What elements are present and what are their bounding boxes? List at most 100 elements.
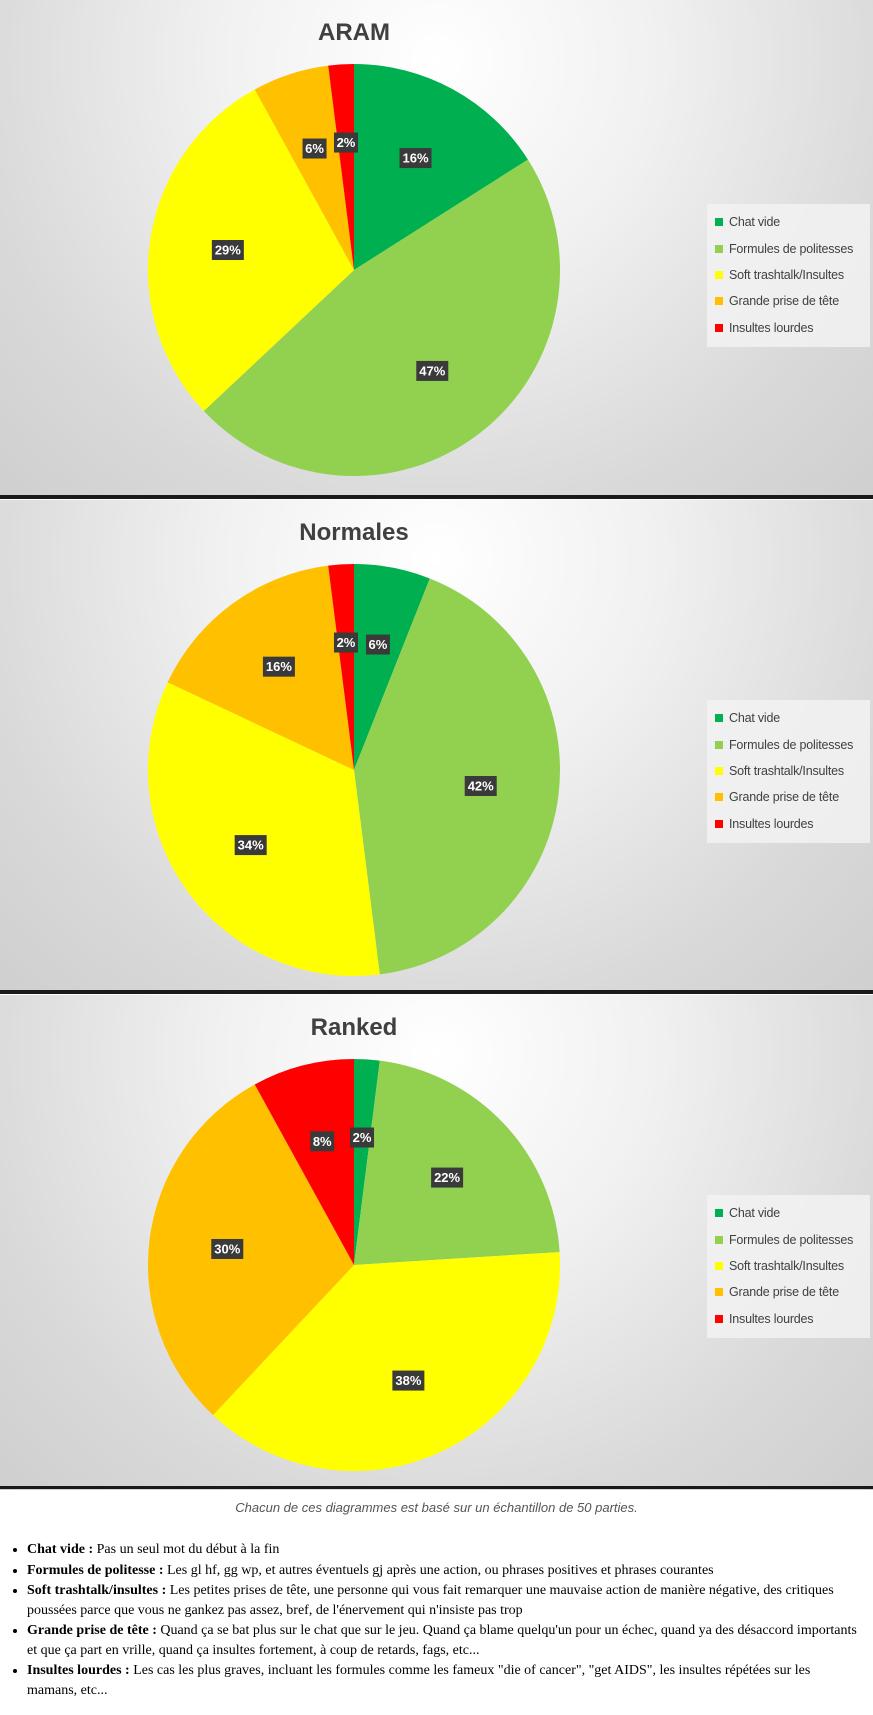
legend-swatch: [715, 714, 723, 723]
legend-label: Grande prise de tête: [729, 790, 839, 805]
legend-swatch: [715, 1288, 723, 1297]
pie-slice-formules-de-politesses: [354, 1060, 560, 1265]
data-label-box: [211, 240, 244, 261]
data-label-box: [464, 776, 497, 797]
legend-label: Soft trashtalk/Insultes: [729, 1258, 844, 1273]
data-label-box: [310, 1131, 335, 1152]
data-label-box: [211, 1238, 244, 1259]
data-label-box: [416, 360, 449, 381]
legend-item-formules-de-politesses: Formules de politesses: [715, 731, 870, 757]
data-label-box: [365, 634, 390, 655]
data-label-text: 16%: [266, 659, 292, 674]
data-label: 30%: [211, 1238, 244, 1259]
legend-label: Insultes lourdes: [729, 1311, 814, 1326]
data-label-text: 2%: [337, 135, 356, 150]
data-label-box: [262, 656, 295, 677]
definition-text: Quand ça se bat plus sur le chat que sur…: [27, 1623, 857, 1658]
pie-slice-chat-vide: [354, 1059, 380, 1265]
pie-chart-aram: ARAM 16% 47% 29% 6% 2%: [148, 19, 561, 477]
pie-slice-insultes-lourdes: [328, 564, 354, 770]
definition-term: Chat vide :: [27, 1542, 94, 1557]
data-label-box: [350, 1127, 375, 1148]
pie-slice-formules-de-politesses: [203, 159, 561, 477]
legend-swatch: [715, 323, 723, 332]
legend-swatch: [715, 1235, 723, 1244]
legend-item-formules-de-politesses: Formules de politesses: [715, 1226, 870, 1252]
legend-swatch: [715, 819, 723, 828]
data-label-box: [302, 138, 327, 159]
legend-swatch: [715, 1261, 723, 1270]
chart-panel-aram: ARAM 16% 47% 29% 6% 2% Chat vide Formules de p…: [0, 0, 873, 495]
legend-swatch: [715, 740, 723, 749]
data-label-box: [399, 148, 432, 169]
data-label: 8%: [310, 1131, 335, 1152]
legend-label: Formules de politesses: [729, 1232, 854, 1247]
data-label-box: [431, 1167, 464, 1188]
data-label-text: 42%: [468, 779, 494, 794]
pie-slice-chat-vide: [354, 564, 430, 770]
legend-swatch: [715, 766, 723, 775]
definition-item: Chat vide : Pas un seul mot du début à l…: [27, 1540, 860, 1560]
legend-normales: Chat vide Formules de politesses Soft tras…: [707, 700, 870, 843]
definition-text: Les gl hf, gg wp, et autres éventuels gj…: [163, 1562, 714, 1578]
definition-term: Soft trashtalk/insultes :: [27, 1583, 167, 1598]
data-label: 29%: [211, 240, 244, 261]
pie-slice-insultes-lourdes: [254, 1059, 354, 1265]
definition-term: Insultes lourdes :: [27, 1663, 130, 1678]
data-label: 6%: [365, 634, 390, 655]
legend-item-grande-prise-de-tete: Grande prise de tête: [715, 288, 870, 314]
definition-text: Les cas les plus graves, incluant les fo…: [27, 1663, 811, 1698]
definition-term: Grande prise de tête :: [27, 1623, 157, 1638]
legend-swatch: [715, 297, 723, 306]
data-label: 42%: [464, 776, 497, 797]
definition-item: Insultes lourdes : Les cas les plus grav…: [27, 1661, 860, 1700]
data-label: 38%: [392, 1370, 425, 1391]
pie-slice-grande-prise-de-tete: [254, 65, 354, 270]
data-label-text: 22%: [434, 1170, 460, 1185]
legend-swatch: [715, 244, 723, 253]
legend-item-chat-vide: Chat vide: [715, 209, 870, 235]
legend-label: Formules de politesses: [729, 241, 854, 256]
pie-slice-soft-trashtalk-insultes: [148, 89, 354, 412]
legend-swatch: [715, 218, 723, 227]
panel-divider: [0, 495, 873, 499]
legend-item-formules-de-politesses: Formules de politesses: [715, 235, 870, 261]
data-label-text: 8%: [313, 1134, 332, 1149]
data-label-text: 2%: [337, 635, 356, 650]
data-label: 16%: [399, 148, 432, 169]
legend-label: Soft trashtalk/Insultes: [729, 267, 844, 282]
data-label-box: [234, 835, 267, 856]
data-label: 2%: [333, 632, 358, 653]
definition-item: Formules de politesse : Les gl hf, gg wp…: [27, 1561, 860, 1581]
panel-divider: [0, 990, 873, 994]
pie-slice-soft-trashtalk-insultes: [212, 1252, 561, 1471]
legend-item-grande-prise-de-tete: Grande prise de tête: [715, 784, 870, 810]
data-label-text: 6%: [369, 637, 388, 652]
data-label-box: [333, 632, 358, 653]
legend-item-insultes-lourdes: Insultes lourdes: [715, 811, 870, 837]
data-label: 47%: [416, 360, 449, 381]
legend-swatch: [715, 793, 723, 802]
data-label: 6%: [302, 138, 327, 159]
legend-item-grande-prise-de-tete: Grande prise de tête: [715, 1279, 870, 1305]
data-label: 2%: [333, 132, 358, 153]
data-label-text: 29%: [215, 243, 241, 258]
pie-slice-soft-trashtalk-insultes: [148, 682, 380, 976]
pie-chart-normales: Normales 6% 42% 34% 16% 2%: [148, 519, 561, 976]
data-label: 16%: [262, 656, 295, 677]
legend-item-chat-vide: Chat vide: [715, 1200, 870, 1226]
pie-chart-ranked: Ranked 2% 22% 38% 30% 8%: [147, 1014, 561, 1471]
legend-label: Insultes lourdes: [729, 320, 814, 335]
definition-item: Soft trashtalk/insultes : Les petites pr…: [27, 1581, 860, 1620]
legend-label: Chat vide: [729, 1206, 781, 1221]
data-label-text: 30%: [214, 1241, 240, 1256]
legend-label: Insultes lourdes: [729, 816, 814, 831]
chart-title: Ranked: [311, 1014, 398, 1041]
definition-text: Pas un seul mot du début à la fin: [93, 1542, 280, 1557]
legend-item-soft-trashtalk-insultes: Soft trashtalk/Insultes: [715, 262, 870, 288]
data-label-text: 16%: [403, 151, 429, 166]
data-label-text: 47%: [419, 363, 445, 378]
data-label: 22%: [431, 1167, 464, 1188]
data-label: 34%: [234, 835, 267, 856]
legend-label: Grande prise de tête: [729, 1285, 839, 1300]
